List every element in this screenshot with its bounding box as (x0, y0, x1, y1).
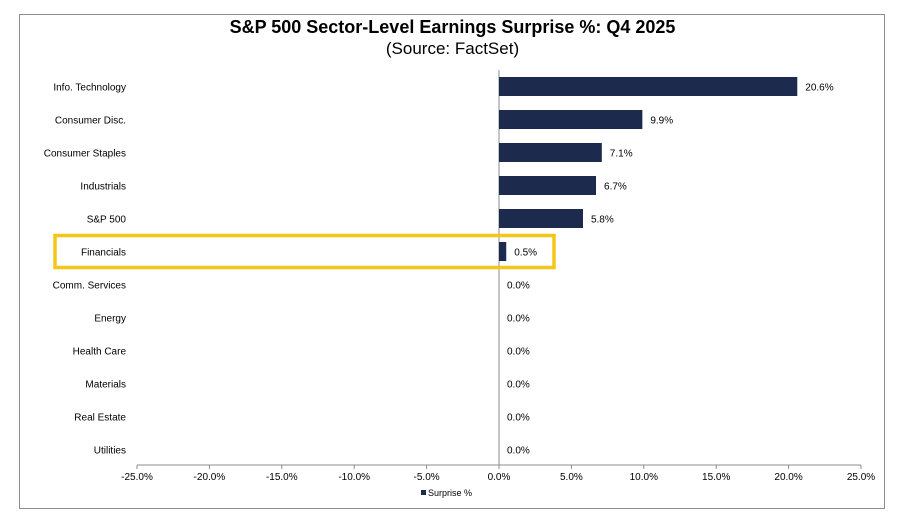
x-tick-label: 25.0% (847, 472, 875, 483)
chart-frame (19, 14, 885, 509)
x-tick-label: -10.0% (338, 472, 370, 483)
category-label: Utilities (94, 446, 126, 457)
x-tick-label: -15.0% (266, 472, 298, 483)
bar (499, 209, 583, 228)
data-label: 6.7% (604, 182, 627, 193)
bar (499, 77, 798, 96)
data-label: 5.8% (591, 215, 614, 226)
chart-title: S&P 500 Sector-Level Earnings Surprise %… (229, 17, 676, 37)
category-label: S&P 500 (87, 215, 127, 226)
x-tick-label: -20.0% (194, 472, 226, 483)
bar (499, 242, 507, 261)
category-label: Consumer Disc. (55, 116, 126, 127)
bar (499, 110, 643, 129)
data-label: 0.0% (507, 347, 530, 358)
data-label: 0.0% (507, 413, 530, 424)
bar (499, 176, 597, 195)
x-tick-label: 0.0% (488, 472, 511, 483)
category-label: Consumer Staples (44, 149, 126, 160)
x-tick-label: 15.0% (702, 472, 730, 483)
x-tick-label: 10.0% (630, 472, 658, 483)
x-tick-label: -25.0% (121, 472, 153, 483)
category-label: Info. Technology (53, 83, 126, 94)
data-label: 0.0% (507, 380, 530, 391)
category-label: Real Estate (74, 413, 126, 424)
x-tick-label: 5.0% (560, 472, 583, 483)
data-label: 20.6% (805, 83, 833, 94)
category-label: Industrials (80, 182, 126, 193)
data-label: 9.9% (650, 116, 673, 127)
category-label: Comm. Services (53, 281, 126, 292)
highlight-box (53, 233, 556, 270)
legend-label: Surprise % (428, 488, 472, 498)
x-tick-label: -5.0% (414, 472, 440, 483)
chart-subtitle: (Source: FactSet) (385, 39, 520, 58)
category-label: Energy (94, 314, 126, 325)
data-label: 0.0% (507, 281, 530, 292)
data-label: 0.5% (514, 248, 537, 259)
bar (499, 143, 602, 162)
x-tick-label: 20.0% (774, 472, 802, 483)
data-label: 0.0% (507, 314, 530, 325)
data-label: 7.1% (610, 149, 633, 160)
category-label: Health Care (73, 347, 127, 358)
category-label: Materials (85, 380, 126, 391)
legend-swatch (421, 490, 426, 495)
data-label: 0.0% (507, 446, 530, 457)
category-label: Financials (81, 248, 126, 259)
